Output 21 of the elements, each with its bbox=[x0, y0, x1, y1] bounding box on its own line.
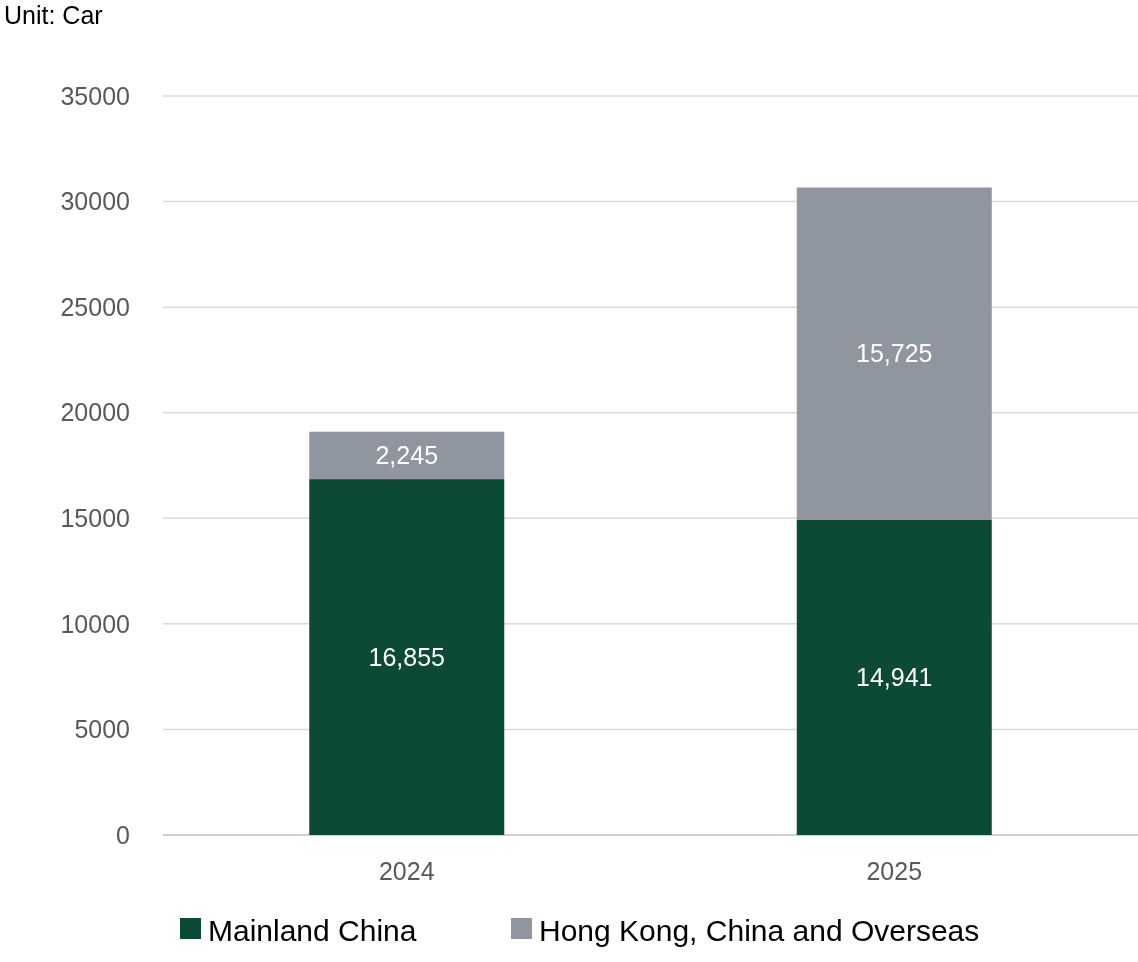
bar bbox=[796, 519, 992, 835]
y-tick-label: 5000 bbox=[74, 715, 130, 744]
x-tick-label: 2024 bbox=[378, 857, 435, 885]
legend-label: Hong Kong, China and Overseas bbox=[539, 914, 980, 947]
y-tick-label: 30000 bbox=[60, 187, 130, 216]
data-label: 15,725 bbox=[856, 339, 933, 368]
data-label: 2,245 bbox=[375, 441, 439, 470]
data-label: 14,941 bbox=[856, 663, 933, 692]
bar bbox=[309, 431, 505, 480]
y-tick-label: 20000 bbox=[60, 398, 130, 427]
text: Unit: Car bbox=[4, 1, 103, 29]
y-tick-label: 10000 bbox=[60, 609, 130, 638]
bar bbox=[796, 187, 992, 520]
legend-label: Mainland China bbox=[208, 914, 417, 947]
y-tick-label: 35000 bbox=[60, 81, 130, 110]
y-tick-label: 15000 bbox=[60, 504, 130, 533]
y-tick-label: 25000 bbox=[60, 292, 130, 321]
x-tick-label: 2025 bbox=[866, 857, 923, 885]
data-label: 16,855 bbox=[368, 642, 445, 671]
y-tick-label: 0 bbox=[116, 820, 130, 849]
bar bbox=[309, 479, 505, 835]
